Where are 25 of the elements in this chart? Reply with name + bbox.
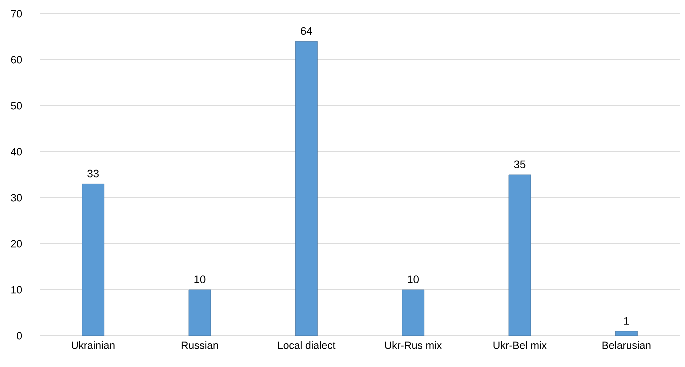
- data-label: 10: [194, 276, 206, 284]
- x-tick-label: Ukr-Bel mix: [494, 342, 547, 350]
- x-tick-label: Russian: [182, 342, 218, 350]
- y-tick-label: 70: [11, 10, 22, 18]
- bar: [82, 184, 105, 336]
- data-label: 64: [301, 27, 312, 36]
- data-label: 10: [408, 276, 419, 284]
- y-tick-label: 30: [11, 194, 22, 202]
- x-tick-label: Belarusian: [602, 342, 651, 350]
- x-tick-label: Ukr-Rus mix: [385, 342, 442, 350]
- y-tick-label: 10: [12, 286, 22, 294]
- data-label: 33: [88, 170, 99, 178]
- y-tick-label: 50: [11, 102, 22, 110]
- bar: [508, 174, 532, 336]
- bar: [402, 290, 425, 336]
- y-tick-label: 0: [17, 332, 22, 340]
- x-tick-label: Ukrainian: [72, 342, 115, 350]
- y-tick-label: 20: [11, 240, 22, 248]
- x-tick-label: Local dialect: [278, 342, 336, 350]
- bar: [188, 290, 212, 336]
- bar: [295, 41, 318, 336]
- y-tick-label: 60: [11, 56, 22, 64]
- y-tick-label: 40: [11, 148, 22, 156]
- data-label: 35: [514, 160, 526, 168]
- data-label: 1: [624, 317, 630, 325]
